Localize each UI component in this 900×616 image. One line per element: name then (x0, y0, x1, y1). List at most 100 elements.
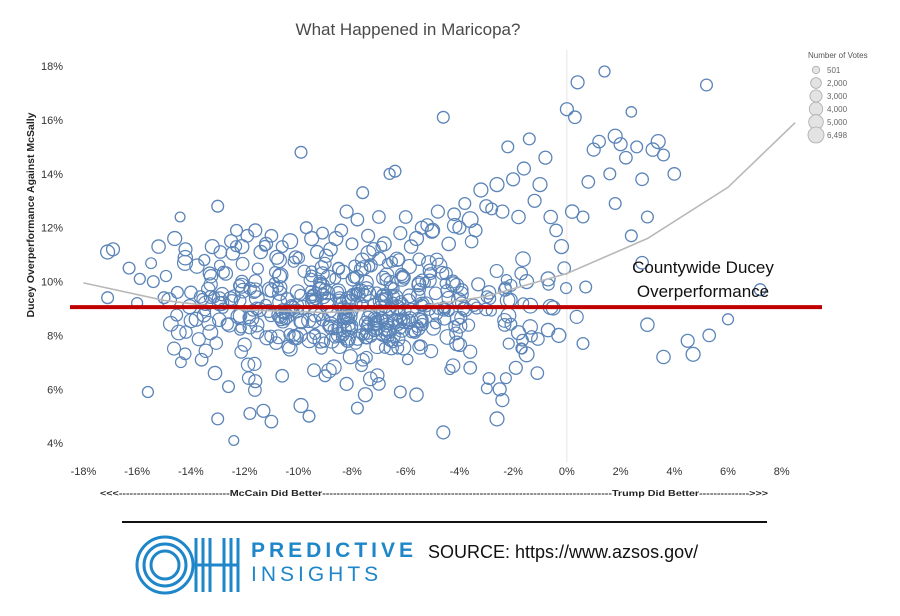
data-point (304, 230, 320, 247)
data-point (302, 409, 316, 423)
data-point (261, 281, 278, 298)
data-point (360, 319, 374, 333)
data-point (234, 323, 247, 336)
data-point (228, 434, 240, 447)
data-point (504, 278, 518, 292)
data-point (246, 284, 262, 300)
data-points (100, 65, 767, 447)
data-point (312, 282, 327, 297)
data-point (167, 230, 183, 247)
data-point (264, 329, 278, 343)
data-point (393, 322, 410, 338)
data-point (294, 315, 308, 329)
data-point (234, 282, 251, 299)
legend-title: Number of Votes (808, 51, 868, 60)
data-point (318, 369, 332, 383)
legend-label: 501 (827, 66, 841, 75)
data-point (328, 230, 344, 247)
data-point (305, 285, 317, 297)
y-tick-label: 16% (41, 115, 63, 127)
data-point (345, 237, 359, 251)
data-point (309, 328, 321, 340)
data-point (446, 217, 463, 234)
data-point (341, 335, 355, 348)
y-tick-labels: 4% 6% 8% 10% 12% 14% 16% 18% (41, 61, 63, 450)
data-point (201, 315, 217, 331)
data-point (151, 239, 166, 254)
data-point (354, 252, 370, 268)
data-point (482, 371, 496, 386)
data-point (288, 250, 303, 265)
data-point (248, 223, 263, 238)
data-point (350, 287, 366, 303)
data-point (323, 319, 339, 335)
data-point (258, 239, 271, 252)
data-point (178, 347, 192, 361)
data-point (367, 311, 382, 326)
data-point (321, 362, 337, 379)
data-point (463, 360, 478, 375)
data-point (361, 333, 373, 345)
data-point (392, 253, 406, 267)
data-point (288, 329, 304, 346)
data-point (393, 385, 407, 399)
data-point (495, 204, 510, 219)
data-point (360, 228, 376, 243)
data-point (178, 242, 193, 257)
x-tick-label: -10% (285, 466, 311, 478)
data-point (451, 317, 468, 334)
data-point (497, 312, 513, 328)
x-tick-label: -14% (178, 466, 204, 478)
data-point (721, 313, 735, 326)
data-point (439, 329, 456, 345)
data-point (495, 392, 510, 408)
data-point (538, 150, 553, 165)
data-point (318, 256, 332, 271)
data-point (429, 317, 442, 330)
data-point (398, 210, 413, 224)
data-point (576, 336, 590, 351)
data-point (292, 251, 306, 265)
data-point (378, 325, 393, 341)
data-point (105, 242, 121, 257)
data-point (264, 414, 279, 429)
data-point (170, 308, 184, 322)
data-point (499, 281, 512, 294)
data-point (242, 319, 258, 335)
data-point (366, 241, 381, 257)
predictive-insights-logo (135, 535, 240, 595)
data-point (272, 267, 289, 284)
data-point (431, 257, 448, 274)
data-point (502, 337, 515, 350)
data-point (207, 365, 223, 381)
data-point (386, 255, 399, 268)
data-point (579, 280, 593, 294)
data-point (414, 339, 426, 352)
data-point (315, 266, 330, 281)
data-point (211, 199, 225, 213)
data-point (355, 359, 368, 373)
footer-divider (122, 521, 767, 523)
y-tick-label: 12% (41, 223, 63, 235)
data-point (471, 277, 486, 292)
data-point (221, 380, 236, 394)
data-point (211, 412, 225, 426)
data-point (409, 387, 424, 403)
data-point (355, 260, 372, 276)
data-point (157, 291, 171, 305)
data-point (436, 425, 451, 440)
x-tick-label: -16% (124, 466, 150, 478)
data-point (464, 234, 479, 249)
data-point (531, 332, 545, 346)
x-axis-direction-label: <<<-------------------------------McCain… (100, 488, 768, 498)
data-point (516, 161, 532, 176)
data-point (635, 255, 649, 270)
x-tick-label: 8% (774, 466, 790, 478)
data-point (294, 288, 307, 302)
data-point (249, 317, 265, 333)
data-point (174, 356, 187, 369)
data-point (334, 223, 349, 238)
data-point (170, 285, 184, 299)
brand-line-1: PREDICTIVE (251, 539, 418, 562)
data-point (518, 273, 535, 290)
